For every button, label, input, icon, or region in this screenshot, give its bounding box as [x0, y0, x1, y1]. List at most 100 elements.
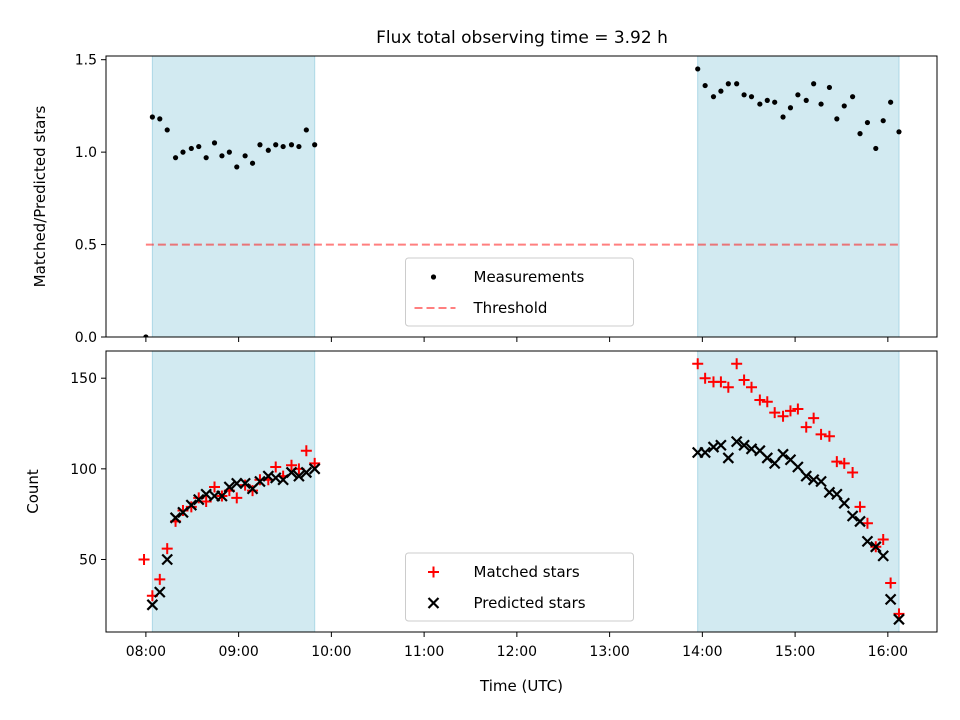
- measurements-point: [741, 92, 747, 98]
- predicted-stars-point: [285, 466, 298, 479]
- chart-title: Flux total observing time = 3.92 h: [376, 28, 668, 48]
- measurements-point: [695, 66, 701, 72]
- predicted-stars-point: [185, 499, 198, 511]
- predicted-stars-point: [893, 613, 905, 626]
- measurements-point: [296, 143, 302, 150]
- series-group: [143, 66, 902, 337]
- measurements-point: [818, 101, 824, 107]
- predicted-stars-point: [800, 470, 813, 482]
- measurements-point: [219, 153, 225, 159]
- predicted-stars-point: [838, 497, 851, 510]
- matched-stars-point: [161, 543, 173, 555]
- predicted-stars-point: [699, 446, 711, 459]
- matched-stars-point: [838, 457, 850, 469]
- measurements-point: [180, 149, 186, 155]
- matched-stars-point: [885, 577, 897, 589]
- measurements-point: [265, 147, 271, 153]
- predicted-stars-point: [792, 461, 804, 473]
- matched-stars-point: [247, 485, 259, 497]
- shaded-range-1: [697, 55, 900, 338]
- measurements-point: [826, 84, 833, 91]
- measurements-point: [757, 101, 763, 107]
- predicted-stars-point: [884, 593, 897, 606]
- measurements-point: [702, 82, 708, 89]
- predicted-stars-point: [146, 599, 159, 611]
- predicted-stars-point: [877, 550, 889, 562]
- measurements-point: [803, 97, 809, 103]
- predicted-stars-point: [738, 439, 750, 452]
- x-tick-label: 11:00: [404, 644, 444, 660]
- measurements-point: [864, 119, 871, 126]
- measurements-point: [748, 94, 755, 100]
- predicted-stars-point: [293, 470, 305, 482]
- legend: Measurements Threshold: [405, 257, 634, 327]
- predicted-stars-point: [777, 448, 789, 461]
- matched-stars-point: [300, 445, 312, 457]
- legend-dot-icon: [430, 274, 437, 280]
- y-axis-label: Matched/Predicted stars: [31, 106, 49, 288]
- measurements-point: [196, 143, 202, 150]
- axes-frame: [105, 350, 938, 633]
- measurements-point: [841, 103, 847, 109]
- measurements-point: [873, 145, 879, 152]
- matched-stars-point: [285, 459, 297, 471]
- legend-box: [405, 552, 634, 622]
- matched-stars-point: [154, 573, 166, 585]
- measurements-point: [725, 81, 731, 87]
- y-tick-label: 50: [79, 552, 97, 568]
- predicted-stars-point: [216, 490, 228, 502]
- predicted-stars-point: [722, 452, 735, 464]
- predicted-stars-point: [730, 435, 743, 448]
- predicted-stars-point: [192, 493, 205, 506]
- predicted-stars-point: [761, 452, 774, 464]
- series-group: [138, 358, 905, 626]
- matched-stars-point: [800, 421, 812, 433]
- x-tick-label: 12:00: [497, 644, 537, 660]
- y-tick-label: 0.0: [75, 330, 97, 346]
- matched-stars-point: [138, 553, 150, 565]
- measurements-point: [234, 164, 240, 170]
- y-tick-label: 150: [70, 371, 97, 387]
- legend-label: Predicted stars: [474, 594, 586, 612]
- measurements-point: [157, 116, 163, 122]
- measurements-point: [780, 114, 786, 120]
- predicted-stars-point: [308, 463, 321, 475]
- predicted-stars-point: [154, 586, 166, 598]
- predicted-stars-point: [861, 535, 874, 548]
- predicted-stars-point: [239, 477, 251, 490]
- matched-stars-point: [784, 405, 796, 417]
- legend-x-icon: [427, 597, 440, 609]
- top-panel: 0.0 0.5 1.0 1.5 Matched/Predicted stars Measu…: [31, 53, 938, 346]
- measurements-point: [164, 127, 170, 133]
- x-tick-label: 16:00: [868, 644, 908, 660]
- matched-stars-point: [831, 456, 843, 468]
- x-axis-label: Time (UTC): [479, 677, 563, 695]
- measurements-point: [211, 140, 218, 146]
- matched-stars-point: [722, 381, 734, 393]
- predicted-stars-point: [161, 553, 173, 566]
- predicted-stars-point: [715, 439, 727, 452]
- measurements-point: [303, 127, 309, 133]
- measurements-point: [880, 118, 886, 124]
- measurements-point: [896, 129, 902, 135]
- measurements-point: [242, 153, 248, 159]
- matched-stars-point: [823, 430, 835, 442]
- measurements-point: [288, 142, 295, 148]
- bottom-panel: 50 100 150 08:00 09:00 10:00 11:00 12:00 13:00 14…: [24, 350, 938, 695]
- measurements-point: [857, 131, 863, 137]
- measurements-point: [249, 160, 256, 166]
- matched-stars-point: [731, 358, 743, 370]
- measurements-point: [203, 155, 209, 161]
- matched-stars-point: [777, 410, 789, 422]
- measurements-point: [312, 142, 318, 148]
- predicted-stars-point: [169, 512, 182, 524]
- measurements-point: [787, 105, 794, 111]
- matched-stars-point: [309, 457, 321, 469]
- matched-stars-point: [815, 428, 827, 440]
- legend-label: Measurements: [474, 268, 585, 286]
- predicted-stars-point: [768, 457, 781, 470]
- shaded-range-1: [697, 350, 900, 633]
- predicted-stars-point: [846, 510, 859, 522]
- measurements-point: [811, 81, 817, 87]
